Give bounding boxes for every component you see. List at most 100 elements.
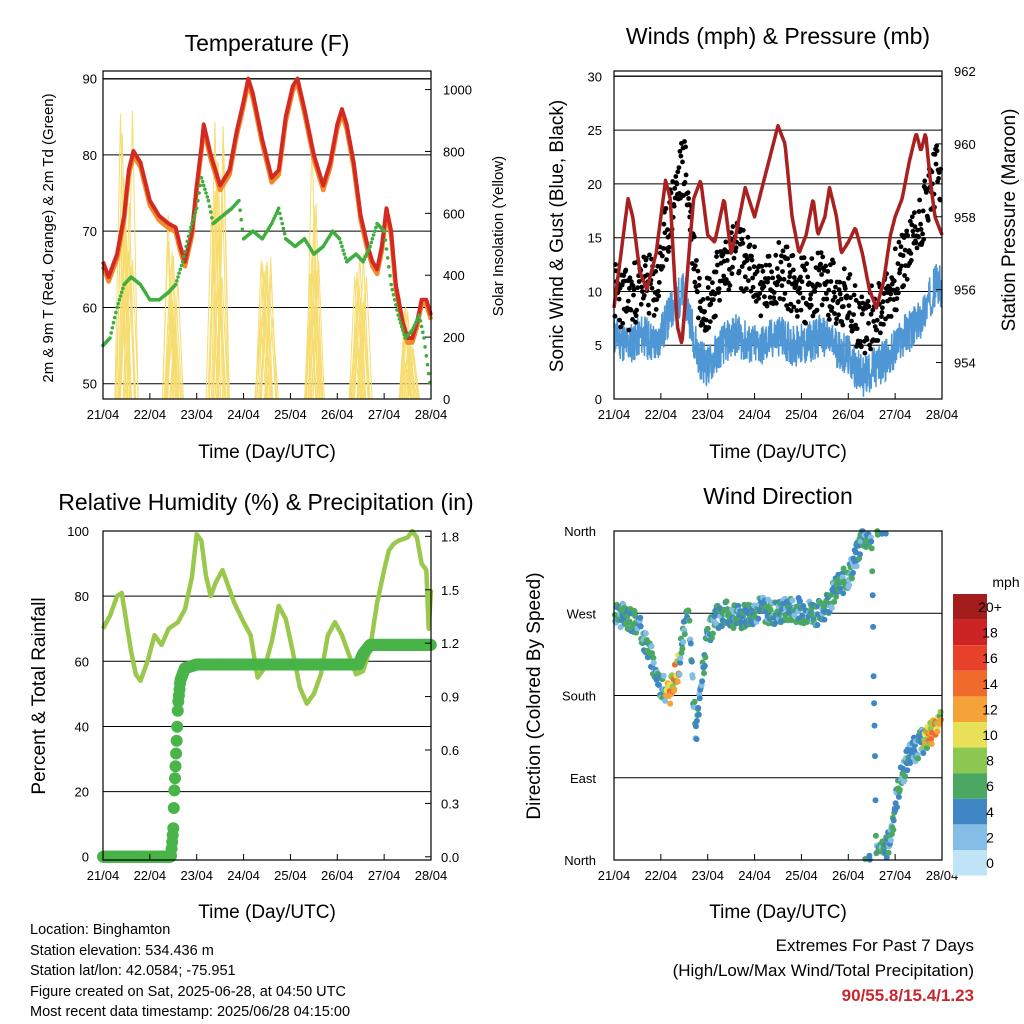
gust-point (739, 264, 745, 269)
direction-point (631, 608, 638, 615)
gust-point (868, 346, 873, 352)
direction-point (840, 565, 847, 572)
dewpoint-point (342, 252, 347, 256)
dewpoint-point (239, 217, 243, 222)
direction-point (660, 672, 667, 679)
y2-tick-label: 960 (954, 137, 976, 152)
dewpoint-point (340, 244, 344, 249)
solar-trace (166, 322, 179, 400)
gust-point (866, 304, 872, 309)
dewpoint-point (193, 210, 198, 214)
solar-trace (405, 345, 419, 400)
solar-trace (171, 279, 184, 400)
y-tick-label: North (564, 524, 596, 539)
direction-point (676, 671, 683, 678)
gust-point (626, 327, 632, 333)
solar-trace (207, 243, 220, 400)
gust-point (634, 307, 639, 313)
dewpoint-point (203, 187, 207, 191)
solar-trace (360, 276, 373, 400)
gust-point (878, 330, 883, 336)
gust-point (916, 209, 922, 214)
gust-point (774, 266, 780, 271)
gust-point (641, 293, 647, 298)
gust-point (847, 272, 853, 277)
gust-point (870, 307, 876, 313)
direction-point (686, 617, 693, 624)
y2-tick-label: 958 (954, 210, 976, 225)
gust-point (697, 275, 702, 281)
gust-point (714, 249, 720, 255)
pressure-ylabel: Station Pressure (Maroon) (999, 109, 1020, 332)
gust-point (674, 181, 680, 187)
gust-point (838, 296, 844, 302)
dewpoint-point (111, 320, 116, 325)
direction-series (611, 528, 945, 863)
gust-point (832, 294, 838, 300)
x-tick-label: 27/04 (368, 868, 401, 883)
x-tick-label: 21/04 (598, 407, 631, 422)
dewpoint-point (279, 216, 283, 221)
gust-point (824, 279, 830, 284)
direction-point (904, 767, 911, 774)
gust-point (706, 325, 712, 330)
winds-ylabel: Sonic Wind & Gust (Blue, Black) (547, 100, 568, 372)
pressure-line (612, 123, 944, 345)
gust-point (776, 240, 782, 245)
y2-tick-label: 1.5 (441, 583, 459, 598)
gust-point (625, 298, 631, 304)
x-tick-label: 22/04 (645, 868, 678, 883)
gust-point (916, 234, 921, 240)
direction-point (937, 709, 944, 715)
dewpoint-point (118, 294, 123, 298)
direction-point (833, 593, 840, 600)
x-tick-label: 24/04 (227, 868, 260, 883)
y-tick-label: East (570, 771, 596, 786)
gust-point (798, 274, 803, 280)
gust-point (908, 258, 914, 263)
direction-point (934, 728, 941, 735)
gust-point (695, 289, 700, 295)
colorbar-label: 4 (986, 804, 994, 820)
y-tick-label: North (564, 853, 596, 868)
y2-tick-label: 956 (954, 283, 976, 298)
dewpoint-point (112, 315, 117, 320)
gust-point (744, 286, 749, 291)
gust-point (801, 255, 807, 261)
gust-point (646, 302, 651, 308)
dewpoint-point (280, 221, 285, 226)
dewpoint-point (185, 239, 190, 244)
gust-point (836, 312, 841, 318)
direction-point (857, 551, 863, 558)
gust-point (896, 290, 901, 296)
dewpoint-point (419, 324, 424, 329)
direction-point (699, 678, 706, 685)
dewpoint-point (173, 282, 178, 287)
humidity-gridlines (103, 595, 431, 793)
gust-point (859, 311, 865, 317)
gust-point (788, 308, 794, 314)
dewpoint-point (204, 191, 208, 195)
direction-panel: Wind Direction NorthEastSouthWestNorth21… (524, 483, 1020, 923)
gust-point (676, 165, 682, 171)
direction-point (895, 793, 902, 800)
gust-point (937, 197, 943, 203)
gust-point (814, 307, 820, 313)
gust-point (665, 227, 670, 233)
gust-point (832, 311, 837, 316)
x-tick-label: 23/04 (180, 407, 213, 422)
x-tick-label: 25/04 (785, 407, 818, 422)
direction-point (789, 597, 796, 604)
gust-point (829, 305, 835, 310)
humidity-plot-frame (102, 530, 432, 861)
extremes-subtitle: (High/Low/Max Wind/Total Precipitation) (672, 961, 974, 980)
colorbar-swatch (953, 747, 987, 774)
direction-point (871, 700, 878, 707)
dewpoint-point (422, 336, 426, 340)
dewpoint-point (282, 231, 287, 236)
dewpoint-point (402, 332, 406, 337)
gust-point (851, 292, 857, 298)
direction-point (920, 750, 927, 756)
precip-series (97, 638, 437, 863)
